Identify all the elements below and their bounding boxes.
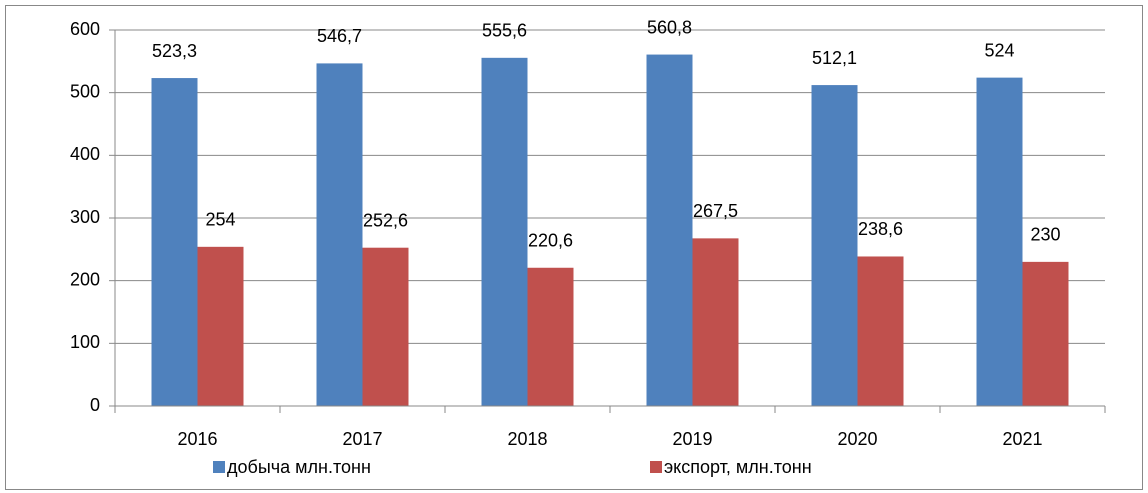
bar [362,247,409,406]
bar [481,57,528,406]
x-tick-label: 2016 [177,429,217,449]
bar [527,267,574,406]
data-label: 238,6 [858,219,903,239]
legend-label: добыча млн.тонн [227,457,371,477]
y-tick-label: 200 [70,269,100,289]
data-label: 523,3 [152,41,197,61]
y-tick-label: 400 [70,144,100,164]
data-label: 555,6 [482,21,527,41]
bar [692,238,739,406]
y-tick-label: 300 [70,207,100,227]
y-tick-label: 600 [70,19,100,39]
bar [976,77,1023,407]
data-label: 524 [984,40,1014,60]
y-tick-label: 500 [70,81,100,101]
bar [197,246,244,406]
data-label: 546,7 [317,26,362,46]
x-tick-label: 2019 [672,429,712,449]
bar [1022,261,1069,406]
legend-label: экспорт, млн.тонн [664,457,812,477]
data-label: 252,6 [363,210,408,230]
data-label: 512,1 [812,48,857,68]
bar [646,54,693,406]
x-tick-label: 2017 [342,429,382,449]
data-label: 254 [205,210,235,230]
data-label: 230 [1030,225,1060,245]
data-label: 560,8 [647,17,692,37]
x-tick-label: 2018 [507,429,547,449]
legend-swatch [650,461,662,473]
legend-swatch [213,461,225,473]
y-tick-label: 0 [90,395,100,415]
y-tick-label: 100 [70,332,100,352]
data-label: 220,6 [528,231,573,251]
data-label: 267,5 [693,201,738,221]
bar [151,78,198,406]
bar [857,256,904,406]
x-tick-label: 2020 [837,429,877,449]
x-tick-label: 2021 [1002,429,1042,449]
bar [316,63,363,406]
bar [811,85,858,407]
